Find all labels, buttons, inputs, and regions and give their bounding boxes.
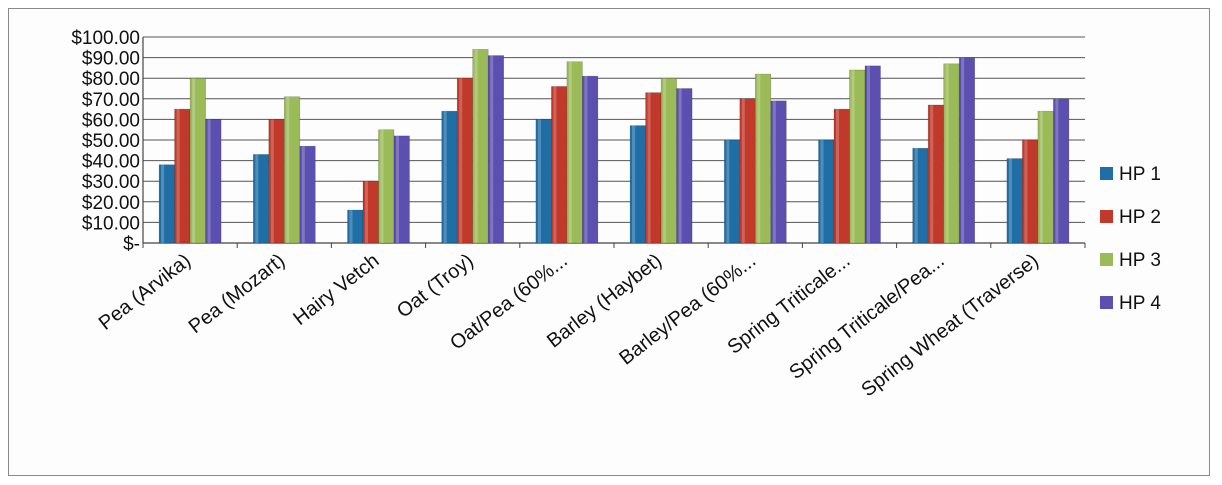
bar: [393, 135, 410, 244]
y-tick-label: $10.00: [82, 213, 140, 234]
bar-highlight: [945, 63, 949, 243]
legend-label: HP 4: [1119, 293, 1161, 314]
bar-highlight: [678, 88, 682, 243]
bar: [582, 75, 599, 244]
bar-highlight: [1008, 158, 1012, 243]
bar-highlight: [443, 111, 447, 243]
x-tick-label: Hairy Vetch: [289, 250, 383, 330]
bar-highlight: [490, 55, 494, 243]
bar-highlight: [270, 119, 274, 243]
bar: [864, 65, 881, 244]
bar: [205, 119, 222, 244]
bar-highlight: [772, 100, 776, 243]
bar-highlight: [459, 78, 463, 243]
bar-highlight: [726, 140, 730, 243]
bar-highlight: [192, 78, 196, 243]
legend-label: HP 3: [1119, 250, 1161, 271]
bar-highlight: [537, 119, 541, 243]
bar-highlight: [632, 125, 636, 243]
bar-highlight: [867, 65, 870, 243]
y-tick-label: $100.00: [71, 28, 140, 49]
bar-highlight: [286, 96, 290, 244]
bar-highlight: [380, 129, 384, 243]
y-tick-label: $-: [123, 234, 140, 255]
bar-highlight: [741, 98, 745, 243]
bar-highlight: [1055, 98, 1059, 243]
legend-label: HP 2: [1119, 207, 1161, 228]
bar-highlight: [301, 146, 305, 243]
bar-highlight: [836, 109, 839, 243]
bar-highlight: [820, 140, 824, 243]
bar-highlight: [851, 69, 855, 244]
bar-highlight: [647, 92, 651, 244]
bar: [958, 57, 976, 244]
x-tick-label: Spring Wheat (Traverse): [857, 250, 1043, 402]
x-tick-label: Oat (Troy): [393, 250, 478, 323]
bar-highlight: [396, 135, 399, 243]
bar-highlight: [663, 78, 667, 243]
y-tick-label: $60.00: [82, 110, 140, 131]
legend-swatch: [1100, 167, 1113, 180]
bar-highlight: [584, 76, 588, 243]
y-tick-label: $50.00: [82, 131, 140, 152]
bar: [1053, 98, 1070, 244]
bar-highlight: [961, 57, 965, 243]
bar-highlight: [568, 61, 572, 243]
bar-highlight: [365, 181, 368, 243]
legend-label: HP 1: [1119, 164, 1161, 185]
x-tick-label: Spring Triticale/Pea...: [785, 250, 948, 384]
bar-highlight: [255, 154, 259, 243]
bar-highlight: [161, 164, 165, 243]
y-tick-label: $30.00: [82, 172, 140, 193]
x-tick-label: Pea (Mozart): [185, 250, 290, 339]
bar-highlight: [474, 49, 478, 243]
x-tick-label: Pea (Arvika): [95, 250, 195, 335]
bar-highlight: [207, 119, 211, 243]
y-tick-label: $40.00: [82, 152, 140, 173]
bar: [487, 55, 505, 244]
bar: [770, 100, 787, 244]
legend-swatch: [1100, 210, 1113, 223]
bar: [676, 88, 693, 244]
bar-highlight: [757, 74, 761, 243]
y-tick-label: $90.00: [82, 49, 140, 70]
bar-highlight: [553, 86, 557, 243]
bar-highlight: [1039, 111, 1043, 243]
bar-highlight: [930, 104, 934, 243]
bar-highlight: [176, 109, 180, 243]
bar: [299, 145, 316, 244]
bar-highlight: [349, 210, 353, 243]
y-tick-label: $80.00: [82, 69, 140, 90]
y-tick-label: $20.00: [82, 193, 140, 214]
y-tick-label: $70.00: [82, 90, 140, 111]
legend-swatch: [1100, 296, 1113, 309]
legend-swatch: [1100, 253, 1113, 266]
bar-highlight: [914, 148, 918, 243]
bar-highlight: [1024, 140, 1028, 243]
